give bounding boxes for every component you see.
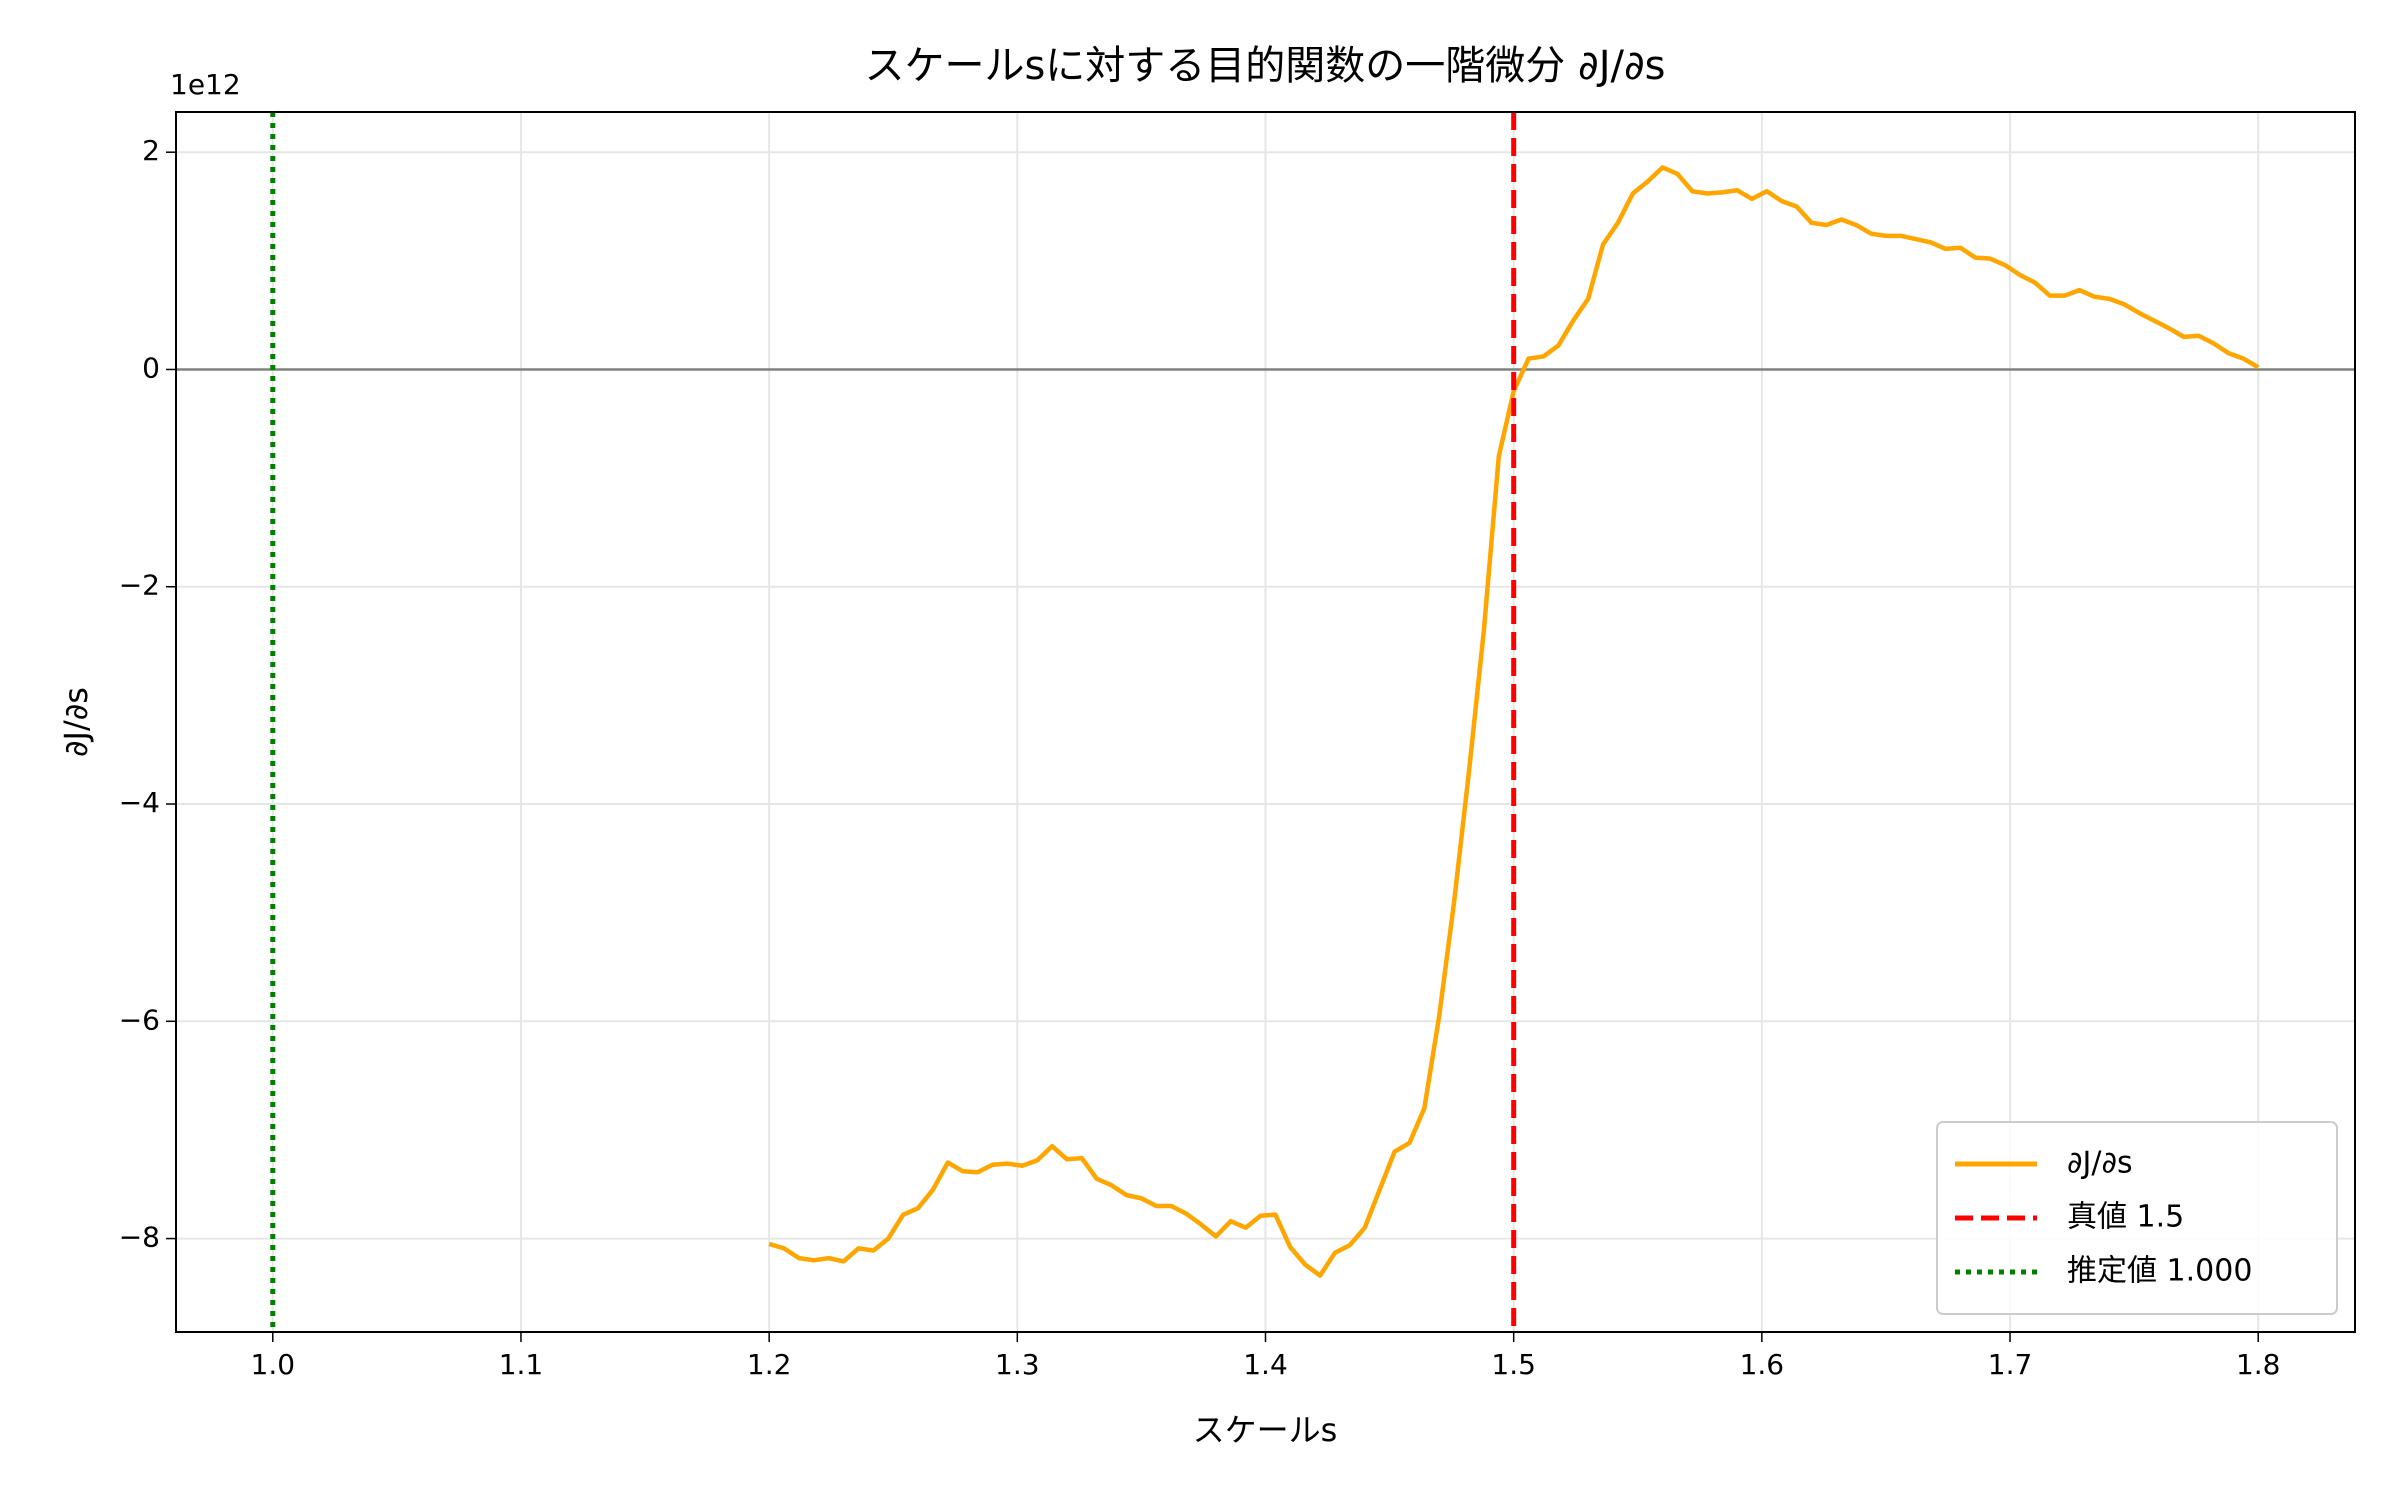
legend-label: 推定値 1.000 bbox=[2067, 1254, 2252, 1289]
y-tick-label: 0 bbox=[142, 351, 160, 384]
legend-box bbox=[1936, 1121, 2338, 1315]
y-tick-label: −6 bbox=[119, 1003, 160, 1036]
y-axis-label: ∂J/∂s bbox=[57, 687, 95, 757]
chart-title: スケールsに対する目的関数の一階微分 ∂J/∂s bbox=[864, 43, 1665, 89]
x-tick-label: 1.7 bbox=[1988, 1348, 2033, 1381]
x-tick-label: 1.0 bbox=[251, 1348, 296, 1381]
x-tick-label: 1.5 bbox=[1491, 1348, 1536, 1381]
y-tick-label: −2 bbox=[119, 569, 160, 602]
plot-frame bbox=[175, 111, 2356, 1333]
x-tick-label: 1.1 bbox=[499, 1348, 544, 1381]
x-tick-label: 1.2 bbox=[747, 1348, 792, 1381]
y-tick-label: −4 bbox=[119, 786, 160, 819]
x-tick-label: 1.4 bbox=[1243, 1348, 1288, 1381]
legend-label: 真値 1.5 bbox=[2067, 1200, 2184, 1235]
y-tick-label: −8 bbox=[119, 1221, 160, 1254]
legend-label: ∂J/∂s bbox=[2067, 1146, 2133, 1181]
x-axis-label: スケールs bbox=[1193, 1411, 1338, 1449]
y-tick-label: 2 bbox=[142, 134, 160, 167]
data-line bbox=[768, 165, 2260, 1278]
x-tick-label: 1.8 bbox=[2236, 1348, 2281, 1381]
x-tick-label: 1.3 bbox=[995, 1348, 1040, 1381]
y-offset-text: 1e12 bbox=[170, 68, 241, 101]
x-tick-label: 1.6 bbox=[1740, 1348, 1785, 1381]
